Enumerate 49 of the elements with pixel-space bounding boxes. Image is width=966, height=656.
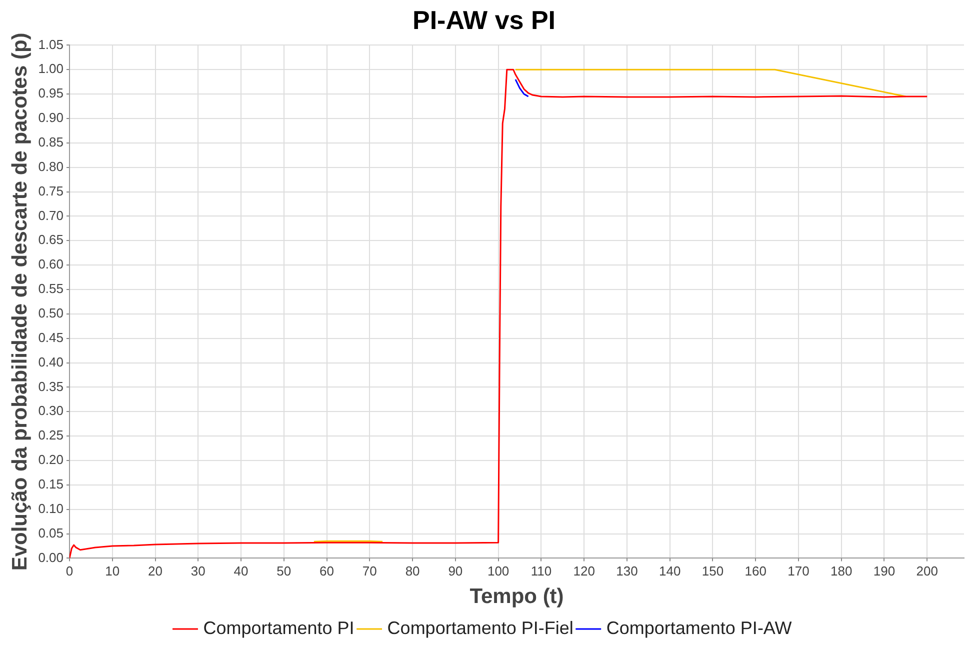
chart-title: PI-AW vs PI: [412, 4, 556, 35]
x-tick-label: 100: [487, 564, 510, 579]
x-tick-label: 70: [362, 564, 377, 579]
x-tick-label: 0: [66, 564, 74, 579]
y-tick-label: 0.75: [38, 183, 64, 198]
x-axis-title: Tempo (t): [470, 585, 564, 608]
x-tick-label: 80: [405, 564, 420, 579]
x-tick-label: 90: [448, 564, 463, 579]
x-tick-label: 20: [148, 564, 162, 579]
y-tick-label: 0.80: [38, 158, 64, 174]
x-tick-label: 10: [105, 564, 120, 579]
y-tick-label: 0.90: [38, 110, 64, 126]
legend-label: Comportamento PI-AW: [606, 618, 792, 638]
x-tick-label: 170: [788, 564, 810, 579]
y-tick-label: 0.35: [38, 378, 64, 394]
y-tick-label: 1.05: [38, 36, 64, 52]
y-tick-label: 0.60: [38, 256, 64, 272]
y-tick-label: 0.00: [38, 550, 64, 565]
x-tick-label: 200: [916, 564, 938, 579]
x-tick-label: 120: [573, 564, 595, 579]
y-tick-label: 0.30: [38, 403, 64, 418]
y-tick-label: 0.05: [38, 525, 64, 540]
y-tick-label: 0.70: [38, 208, 64, 223]
x-tick-label: 30: [190, 564, 206, 579]
legend-label: Comportamento PI: [203, 618, 354, 638]
y-axis-title: Evolução da probabilidade de descarte de pacotes (p): [8, 32, 32, 571]
x-tick-label: 110: [530, 564, 552, 579]
x-tick-label: 40: [234, 564, 248, 579]
y-tick-label: 0.55: [38, 281, 64, 296]
legend-label: Comportamento PI-Fiel: [387, 618, 574, 638]
x-tick-label: 180: [830, 564, 852, 579]
y-tick-label: 0.65: [38, 232, 64, 248]
y-tick-label: 0.95: [38, 86, 64, 101]
x-tick-label: 130: [616, 564, 638, 579]
x-tick-label: 190: [873, 564, 896, 579]
x-tick-label: 50: [276, 564, 292, 579]
y-tick-label: 0.45: [38, 330, 64, 345]
x-tick-label: 160: [744, 564, 766, 579]
y-tick-label: 0.15: [38, 476, 64, 492]
y-tick-label: 1.00: [38, 61, 64, 76]
y-tick-label: 0.25: [38, 428, 64, 443]
y-tick-label: 0.10: [38, 500, 64, 516]
y-tick-label: 0.20: [38, 452, 64, 468]
y-tick-label: 0.50: [38, 305, 64, 320]
x-tick-label: 140: [658, 564, 681, 579]
y-tick-label: 0.85: [38, 134, 64, 150]
y-tick-label: 0.40: [38, 354, 64, 370]
x-tick-label: 150: [702, 564, 724, 579]
x-tick-label: 60: [320, 564, 334, 579]
